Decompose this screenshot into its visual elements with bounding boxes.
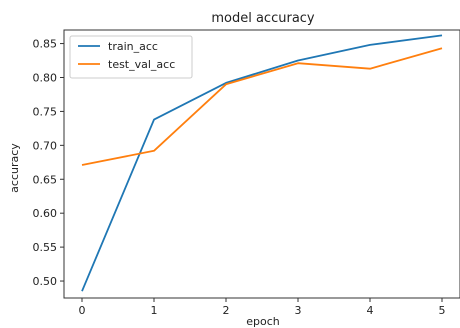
x-tick-label: 0 [79, 304, 86, 317]
y-tick-label: 0.75 [33, 105, 58, 118]
y-tick-label: 0.80 [33, 71, 58, 84]
legend-label-test_val_acc: test_val_acc [108, 58, 175, 71]
plot-area: 0 1 2 3 4 5 0.50 0.55 0.60 0.65 0.70 0.75 0.80 0.85 tr… [33, 29, 460, 317]
series-line-test_val_acc [81, 47, 443, 166]
legend-label-train_acc: train_acc [108, 40, 158, 53]
x-tick-label: 4 [367, 304, 374, 317]
y-tick-label: 0.70 [33, 139, 58, 152]
series-line-train_acc [81, 34, 443, 292]
chart-title: model accuracy [211, 11, 315, 26]
y-tick-label: 0.50 [33, 275, 58, 288]
y-tick-label: 0.65 [33, 173, 58, 186]
x-axis-label: epoch [246, 315, 280, 328]
x-tick-label: 3 [295, 304, 302, 317]
y-axis-label: accuracy [8, 143, 21, 193]
legend-box [69, 35, 193, 79]
x-tick-label: 5 [439, 304, 446, 317]
x-tick-label: 2 [223, 304, 230, 317]
plot-frame [63, 29, 460, 299]
x-tick-label: 1 [151, 304, 158, 317]
y-tick-label: 0.55 [33, 241, 58, 254]
y-tick-label: 0.85 [33, 38, 58, 51]
y-tick-label: 0.60 [33, 207, 58, 220]
